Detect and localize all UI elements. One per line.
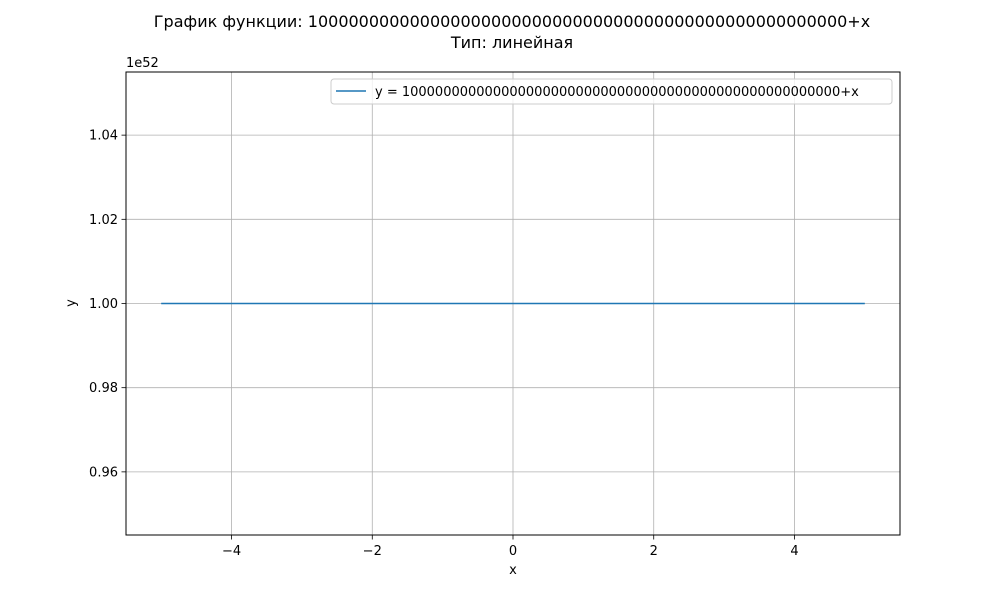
legend-entry-label: y = 100000000000000000000000000000000000…	[375, 85, 859, 100]
y-axis-ticks: 0.96 0.98 1.00 1.02 1.04	[89, 129, 126, 480]
chart-title: График функции: 100000000000000000000000…	[154, 12, 870, 31]
x-axis-ticks: −4 −2 0 2 4	[222, 535, 799, 559]
y-tick-label: 0.98	[89, 381, 118, 396]
x-tick-label: 0	[509, 544, 517, 559]
y-axis-label: y	[64, 299, 79, 307]
x-tick-label: 2	[650, 544, 658, 559]
x-tick-label: −4	[222, 544, 241, 559]
y-axis-offset-label: 1e52	[126, 56, 159, 71]
legend-box	[330, 78, 893, 105]
legend: y = 100000000000000000000000000000000000…	[330, 78, 893, 105]
x-axis-label: x	[509, 563, 517, 578]
y-tick-label: 1.00	[89, 297, 118, 312]
y-tick-label: 1.02	[89, 213, 118, 228]
chart-subtitle: Тип: линейная	[450, 33, 573, 52]
y-tick-label: 0.96	[89, 465, 118, 480]
x-tick-label: 4	[790, 544, 798, 559]
y-tick-label: 1.04	[89, 129, 118, 144]
x-tick-label: −2	[363, 544, 382, 559]
